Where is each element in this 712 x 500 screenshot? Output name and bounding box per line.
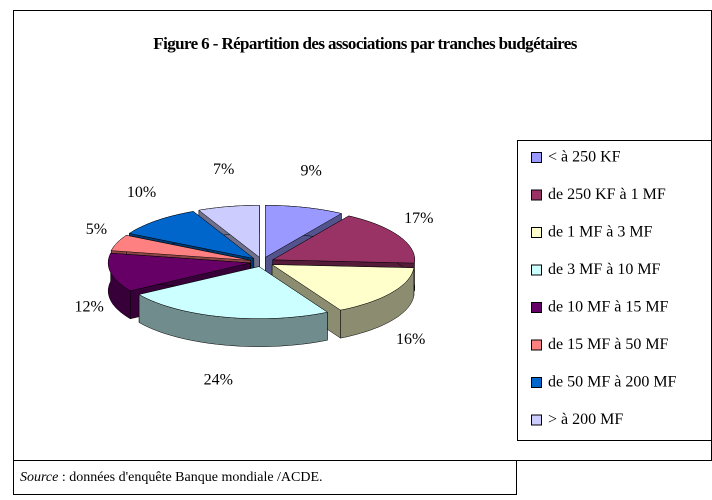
legend-label: de 3 MF à 10 MF [548, 261, 661, 278]
source-frame [13, 460, 517, 495]
source-label: Source [20, 470, 58, 485]
legend-swatch [531, 152, 542, 163]
source: Source : données d'enquête Banque mondia… [20, 470, 323, 485]
legend-label: de 15 MF à 50 MF [548, 336, 669, 353]
legend-swatch [531, 339, 542, 351]
slice [271, 264, 415, 311]
legend-swatch [531, 302, 542, 313]
slice [110, 235, 251, 261]
slice [128, 211, 254, 259]
legend-label: de 1 MF à 3 MF [548, 224, 653, 241]
data-label: 9% [300, 162, 321, 179]
slice [271, 215, 415, 264]
data-label: 10% [127, 184, 156, 201]
legend-label: de 10 MF à 15 MF [548, 299, 669, 316]
slice [107, 252, 251, 292]
data-label: 24% [204, 372, 233, 389]
legend-swatch [531, 414, 542, 426]
legend-label: de 50 MF à 200 MF [548, 374, 677, 391]
legend-frame [517, 140, 712, 441]
chart-title: Figure 6 - Répartition des associations … [153, 34, 577, 53]
legend-swatch [531, 189, 542, 201]
data-label: 7% [213, 161, 234, 178]
data-label: 12% [74, 298, 103, 315]
data-label: 5% [86, 221, 107, 238]
legend-label: de 250 KF à 1 MF [548, 186, 666, 203]
legend-swatch [531, 377, 542, 388]
slice [265, 205, 343, 258]
source-text: : données d'enquête Banque mondiale /ACD… [58, 470, 322, 485]
legend-swatch [531, 227, 542, 238]
slice [198, 205, 260, 258]
data-label: 16% [396, 331, 425, 348]
legend-swatch [531, 264, 542, 276]
data-label: 17% [404, 210, 433, 227]
legend-label: > à 200 MF [548, 411, 623, 428]
slice [138, 266, 329, 319]
legend-label: < à 250 KF [548, 149, 621, 166]
